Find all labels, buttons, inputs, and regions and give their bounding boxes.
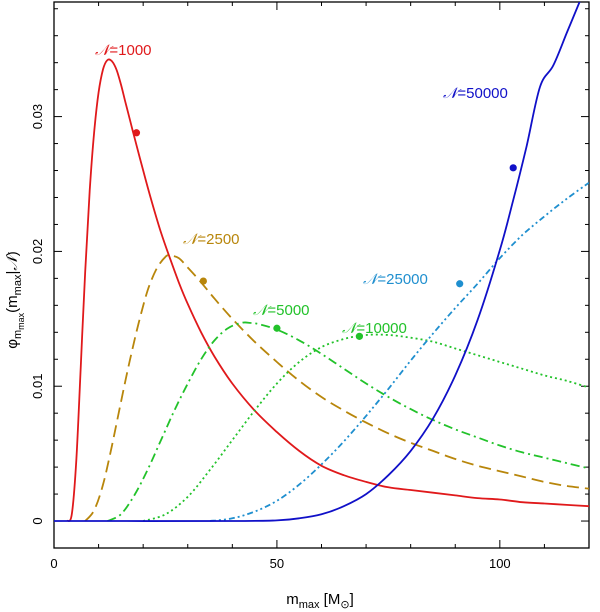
x-label-unit-close: ] bbox=[350, 591, 354, 608]
x-tick-label: 50 bbox=[270, 556, 284, 571]
curve-n10000 bbox=[142, 333, 589, 522]
marker-n5000 bbox=[273, 324, 281, 332]
marker-n50000 bbox=[509, 164, 517, 172]
curve-label-n10000: 𝒩=10000 bbox=[342, 320, 407, 337]
y-label-sub: m bbox=[12, 330, 24, 339]
curve-label-n2500: 𝒩=2500 bbox=[183, 231, 240, 248]
x-label-sub: max bbox=[299, 599, 320, 611]
y-label-main: φ bbox=[4, 339, 21, 349]
curve-label-n25000: 𝒩=25000 bbox=[363, 271, 428, 288]
curve-label-n5000: 𝒩=5000 bbox=[253, 302, 310, 319]
x-tick-label: 100 bbox=[489, 556, 511, 571]
marker-n25000 bbox=[456, 280, 464, 288]
curve-n50000 bbox=[54, 2, 581, 522]
curve-label-value: =1000 bbox=[109, 42, 151, 59]
curve-label-n1000: 𝒩=1000 bbox=[95, 42, 152, 59]
x-label-main: m bbox=[286, 591, 299, 608]
y-label-subsub: max bbox=[16, 312, 26, 330]
y-tick-label: 0.02 bbox=[30, 239, 45, 264]
curve-label-symbol: 𝒩 bbox=[342, 320, 361, 337]
curve-label-value: =10000 bbox=[356, 320, 406, 337]
curve-n25000 bbox=[209, 181, 589, 522]
y-axis-label: φmmax(mmax|𝒩) bbox=[4, 251, 26, 348]
x-label-unit-open: [M bbox=[320, 591, 341, 608]
marker-n2500 bbox=[199, 277, 207, 285]
curve-label-symbol: 𝒩 bbox=[363, 271, 382, 288]
y-label-bar: | bbox=[4, 271, 21, 275]
curve-label-n50000: 𝒩=50000 bbox=[443, 85, 508, 102]
curve-label-value: =25000 bbox=[377, 271, 427, 288]
x-tick-label: 0 bbox=[50, 556, 57, 571]
y-tick-label: 0.03 bbox=[30, 104, 45, 129]
curve-n5000 bbox=[107, 321, 589, 522]
axis-ticks: 0 50 100 0 0.01 0.02 0.03 bbox=[30, 2, 589, 571]
marker-n1000 bbox=[132, 129, 141, 137]
curve-label-symbol: 𝒩 bbox=[183, 231, 202, 248]
x-label-unit-sub: ⊙ bbox=[340, 599, 349, 611]
y-label-open: (m bbox=[4, 295, 21, 313]
curves bbox=[54, 2, 589, 522]
y-tick-label: 0 bbox=[30, 517, 45, 524]
curve-label-symbol: 𝒩 bbox=[95, 42, 114, 59]
curve-label-value: =50000 bbox=[457, 85, 507, 102]
y-label-close: ) bbox=[4, 251, 21, 256]
curve-n2500 bbox=[84, 254, 589, 522]
y-label-N: 𝒩 bbox=[4, 252, 21, 271]
y-label-argsub: max bbox=[12, 274, 24, 295]
x-axis-label: mmax [M⊙] bbox=[286, 591, 354, 611]
curve-label-symbol: 𝒩 bbox=[443, 85, 462, 102]
curve-n1000 bbox=[66, 58, 589, 522]
curve-label-symbol: 𝒩 bbox=[253, 302, 272, 319]
y-tick-label: 0.01 bbox=[30, 374, 45, 399]
marker-n10000 bbox=[355, 332, 363, 340]
curve-label-value: =5000 bbox=[267, 302, 309, 319]
curve-label-value: =2500 bbox=[197, 231, 239, 248]
